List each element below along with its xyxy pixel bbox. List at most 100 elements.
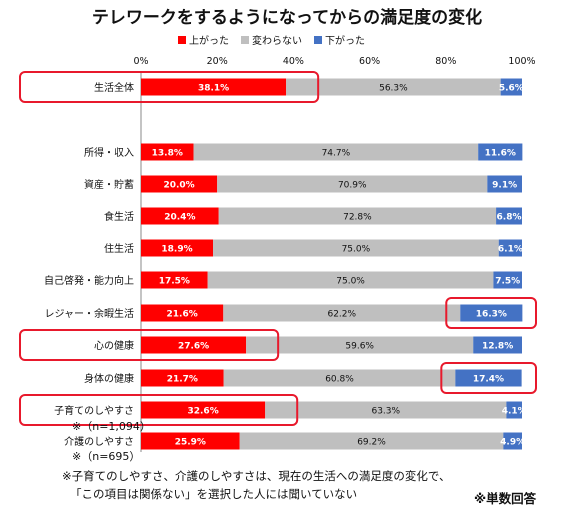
highlight-outline	[19, 71, 320, 103]
data-label: 6.1%	[498, 245, 523, 255]
bar-segment	[141, 78, 287, 96]
data-label: 21.6%	[167, 310, 198, 320]
data-label: 63.3%	[371, 407, 400, 417]
nursing-sample-note: ※（n=695）	[72, 450, 141, 463]
bar-segment	[239, 432, 504, 450]
legend-swatch-down	[314, 35, 322, 44]
data-label: 21.7%	[167, 375, 198, 385]
category-label: 自己啓発・能力向上	[44, 274, 134, 287]
data-label: 69.2%	[357, 438, 386, 448]
bar-segment	[141, 304, 224, 322]
highlight-outline	[19, 394, 299, 426]
legend-item-up: 上がった	[178, 32, 229, 47]
bar-segment	[217, 175, 488, 193]
bar-segment	[141, 271, 208, 289]
bar-segment	[141, 175, 218, 193]
category-label: 身体の健康	[84, 372, 134, 385]
bar-segment	[213, 239, 499, 257]
data-label: 20.0%	[163, 181, 194, 191]
data-label: 74.7%	[322, 149, 351, 159]
x-tick-label: 60%	[359, 56, 380, 67]
bar-segment	[493, 271, 522, 289]
legend-label-same: 変わらない	[252, 36, 302, 47]
data-label: 4.9%	[500, 438, 525, 448]
single-answer-tag: ※単数回答	[474, 491, 537, 506]
chart-legend: 上がった 変わらない 下がった	[178, 32, 365, 47]
bar-segment	[500, 78, 522, 96]
x-tick-label: 0%	[133, 56, 148, 67]
data-label: 20.4%	[164, 213, 195, 223]
highlight-outline	[445, 297, 538, 329]
bar-segment	[455, 369, 522, 387]
data-label: 75.0%	[336, 277, 365, 287]
highlight-outline	[19, 329, 280, 361]
category-label: レジャー・余暇生活	[45, 307, 135, 320]
bar-segment	[487, 175, 522, 193]
data-label: 72.8%	[343, 213, 372, 223]
bar-segment	[141, 143, 194, 161]
bar-segment	[460, 304, 523, 322]
data-label: 70.9%	[338, 181, 367, 191]
data-label: 38.1%	[198, 84, 229, 94]
data-label: 18.9%	[161, 245, 192, 255]
bar-segment	[223, 369, 456, 387]
category-label: 食生活	[104, 210, 134, 223]
bar-segment	[141, 432, 240, 450]
bar-segment	[496, 207, 522, 225]
data-label: 12.8%	[482, 342, 513, 352]
legend-label-up: 上がった	[189, 36, 229, 47]
bar-segment	[141, 369, 224, 387]
data-label: 60.8%	[325, 375, 354, 385]
highlight-outline	[440, 362, 538, 394]
bar-segment	[141, 207, 219, 225]
data-label: 11.6%	[485, 149, 516, 159]
legend-label-down: 下がった	[325, 36, 365, 47]
bar-segment	[473, 336, 522, 354]
category-label: 住生活	[104, 242, 134, 255]
data-label: 59.6%	[345, 342, 374, 352]
footnote-line-2: 「この項目は関係ない」を選択した人には聞いていない	[70, 487, 358, 501]
data-label: 17.4%	[473, 375, 504, 385]
category-label: 所得・収入	[84, 147, 134, 159]
legend-swatch-up	[178, 35, 186, 44]
bar-segment	[141, 336, 247, 354]
category-label: 介護のしやすさ	[64, 435, 134, 448]
data-label: 5.6%	[499, 84, 524, 94]
legend-item-down: 下がった	[314, 32, 365, 47]
x-tick-label: 40%	[283, 56, 304, 67]
data-label: 4.1%	[502, 407, 527, 417]
data-label: 13.8%	[152, 149, 183, 159]
data-label: 6.8%	[497, 213, 522, 223]
bar-segment	[265, 401, 507, 419]
bar-segment	[207, 271, 494, 289]
bar-segment	[141, 239, 214, 257]
data-label: 9.1%	[492, 181, 517, 191]
bar-segment	[503, 432, 522, 450]
bar-segment	[223, 304, 461, 322]
bar-segment	[506, 401, 522, 419]
x-tick-label: 20%	[207, 56, 228, 67]
data-label: 62.2%	[327, 310, 356, 320]
legend-swatch-same	[241, 35, 249, 44]
category-label: 資産・貯蓄	[84, 178, 134, 191]
data-label: 7.5%	[495, 277, 520, 287]
bar-segment	[141, 401, 266, 419]
x-tick-label: 100%	[508, 56, 535, 67]
category-label: 子育てのしやすさ	[54, 404, 134, 417]
bar-segment	[498, 239, 522, 257]
bar-segment	[478, 143, 523, 161]
data-label: 32.6%	[187, 407, 218, 417]
data-label: 17.5%	[159, 277, 190, 287]
bar-segment	[246, 336, 474, 354]
data-label: 16.3%	[476, 310, 507, 320]
legend-item-same: 変わらない	[241, 32, 302, 47]
bar-segment	[193, 143, 479, 161]
childcare-sample-note: ※（n=1,094）	[72, 420, 151, 433]
chart-title: テレワークをするようになってからの満足度の変化	[91, 8, 483, 28]
x-tick-label: 80%	[435, 56, 456, 67]
footnote-line-1: ※子育てのしやすさ、介護のしやすさは、現在の生活への満足度の変化で、	[62, 469, 451, 483]
data-label: 25.9%	[175, 438, 206, 448]
bar-segment	[286, 78, 501, 96]
data-label: 27.6%	[178, 342, 209, 352]
